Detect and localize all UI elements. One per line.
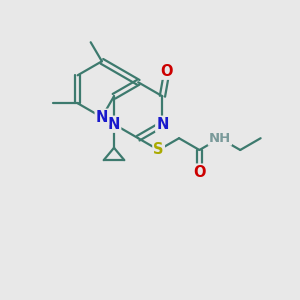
Text: S: S — [153, 142, 164, 158]
Text: NH: NH — [209, 132, 231, 145]
Text: N: N — [96, 110, 108, 125]
Text: N: N — [156, 117, 169, 132]
Text: O: O — [193, 165, 206, 180]
Text: O: O — [160, 64, 173, 79]
Text: N: N — [108, 117, 120, 132]
